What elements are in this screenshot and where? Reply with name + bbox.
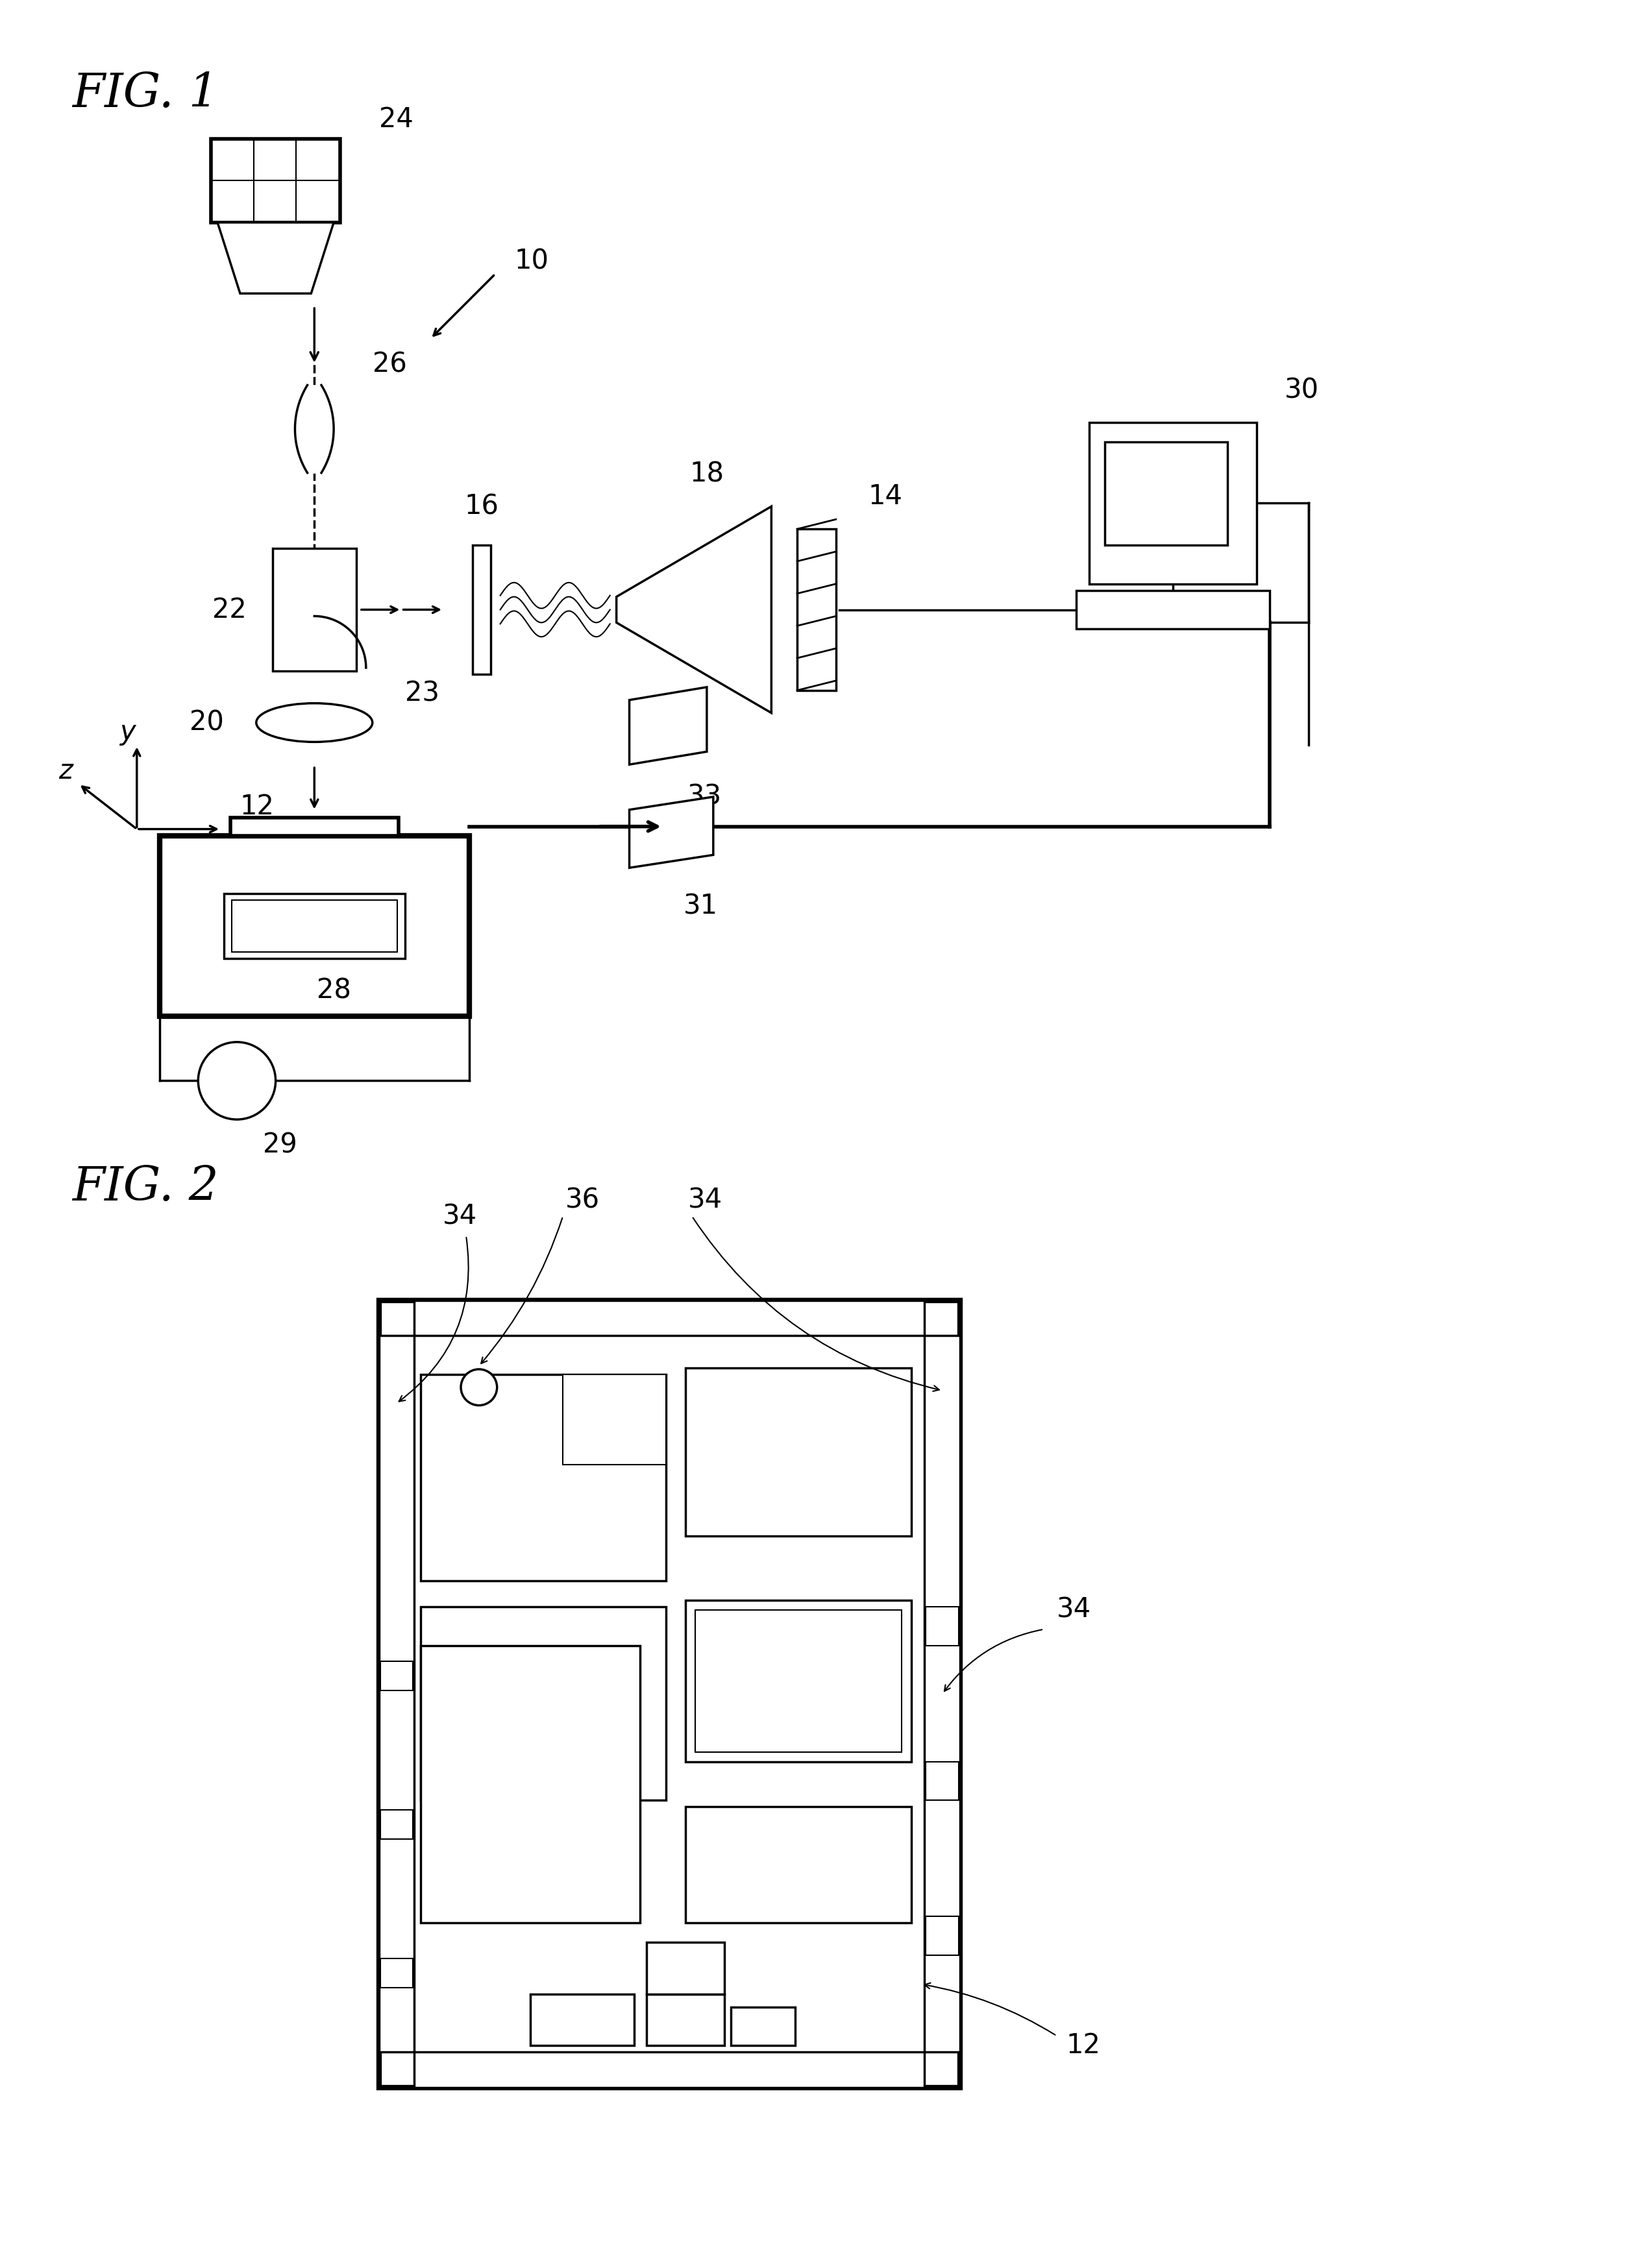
Bar bbox=[421, 1606, 667, 1801]
Bar bbox=[224, 894, 405, 957]
Text: 34: 34 bbox=[442, 1202, 476, 1229]
Text: V: V bbox=[228, 1068, 246, 1093]
Bar bbox=[686, 1368, 912, 1535]
Text: 24: 24 bbox=[379, 107, 413, 134]
Bar bbox=[925, 1916, 959, 1955]
Polygon shape bbox=[616, 506, 771, 712]
Text: 10: 10 bbox=[514, 247, 550, 274]
Text: FIG. 2: FIG. 2 bbox=[72, 1166, 220, 1211]
Text: 30: 30 bbox=[1285, 376, 1319, 404]
Polygon shape bbox=[629, 796, 714, 869]
Bar bbox=[233, 900, 397, 953]
Bar bbox=[647, 1941, 724, 1994]
Text: 28: 28 bbox=[317, 978, 351, 1005]
Bar bbox=[696, 1610, 902, 1751]
Text: 26: 26 bbox=[372, 352, 407, 379]
Bar bbox=[380, 1957, 413, 1987]
Text: 31: 31 bbox=[683, 894, 717, 921]
Bar bbox=[647, 1994, 724, 2046]
Bar bbox=[273, 549, 356, 671]
Text: 12: 12 bbox=[1067, 2032, 1101, 2059]
Text: FIG. 1: FIG. 1 bbox=[72, 70, 220, 116]
Text: 16: 16 bbox=[465, 492, 499, 519]
Text: 22: 22 bbox=[213, 596, 247, 624]
Bar bbox=[730, 2007, 795, 2046]
Circle shape bbox=[198, 1041, 276, 1120]
Bar bbox=[415, 1300, 924, 1336]
Bar bbox=[380, 1810, 413, 1839]
Bar bbox=[231, 816, 398, 835]
Bar bbox=[159, 835, 470, 1016]
Bar bbox=[421, 1644, 641, 1923]
Text: 14: 14 bbox=[868, 483, 902, 510]
Bar bbox=[473, 544, 491, 674]
Polygon shape bbox=[218, 222, 333, 293]
Text: 18: 18 bbox=[689, 460, 724, 488]
Bar bbox=[925, 1606, 959, 1644]
Bar bbox=[379, 1300, 959, 2087]
Bar bbox=[380, 1662, 413, 1690]
Text: 23: 23 bbox=[405, 680, 439, 708]
Polygon shape bbox=[629, 687, 707, 764]
Text: 20: 20 bbox=[190, 710, 224, 737]
Bar bbox=[925, 1762, 959, 1801]
Text: 33: 33 bbox=[688, 782, 722, 810]
Bar bbox=[686, 1601, 912, 1762]
Text: 12: 12 bbox=[241, 794, 275, 821]
Text: 29: 29 bbox=[263, 1132, 298, 1159]
Ellipse shape bbox=[257, 703, 372, 742]
Bar bbox=[415, 2053, 924, 2087]
Bar bbox=[530, 1994, 634, 2046]
Bar bbox=[211, 138, 340, 222]
Bar bbox=[797, 528, 836, 689]
Text: y: y bbox=[119, 719, 135, 746]
Text: 36: 36 bbox=[564, 1186, 600, 1213]
Bar bbox=[1089, 422, 1257, 583]
Bar bbox=[421, 1374, 667, 1581]
Circle shape bbox=[460, 1370, 498, 1406]
Bar bbox=[379, 1336, 415, 2053]
Bar bbox=[1106, 442, 1228, 544]
Bar bbox=[563, 1374, 667, 1465]
Text: z: z bbox=[59, 758, 73, 785]
Bar bbox=[686, 1808, 912, 1923]
Text: 34: 34 bbox=[688, 1186, 722, 1213]
Bar bbox=[1076, 590, 1270, 628]
Text: x: x bbox=[237, 816, 254, 844]
Bar bbox=[924, 1336, 959, 2053]
Text: 34: 34 bbox=[1057, 1597, 1091, 1624]
